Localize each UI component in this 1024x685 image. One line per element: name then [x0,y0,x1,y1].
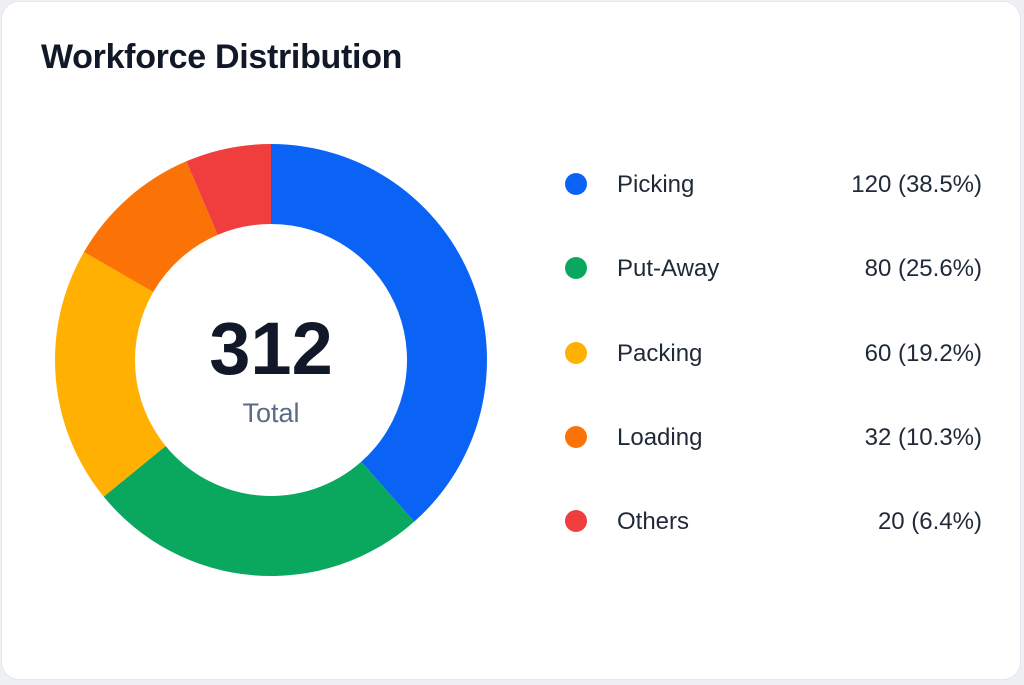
legend-value: 80 (25.6%) [864,255,982,282]
legend-value: 60 (19.2%) [864,340,982,367]
donut-slice-packing[interactable] [55,252,166,497]
donut-slices [55,144,488,577]
legend-swatch [565,426,587,448]
donut-slice-put-away[interactable] [103,446,415,577]
legend-item-others[interactable]: Others 20 (6.4%) [562,501,982,541]
legend-label: Loading [617,424,703,451]
legend-label: Packing [617,340,703,367]
donut-slice-loading[interactable] [83,161,218,292]
legend-swatch [565,257,587,279]
legend: Picking 120 (38.5%) Put-Away 80 (25.6%) … [562,2,992,685]
donut-slice-picking[interactable] [271,144,488,522]
legend-item-picking[interactable]: Picking 120 (38.5%) [562,164,982,204]
legend-value: 120 (38.5%) [851,171,982,198]
donut-slice-others[interactable] [186,144,271,235]
legend-item-put-away[interactable]: Put-Away 80 (25.6%) [562,248,982,288]
center-total-value: 312 [209,307,332,390]
legend-swatch [565,173,587,195]
legend-item-loading[interactable]: Loading 32 (10.3%) [562,417,982,457]
donut-chart: 312 Total [55,144,488,577]
center-total-label: Total [242,398,299,428]
chart-title: Workforce Distribution [41,38,403,76]
legend-label: Put-Away [617,255,720,282]
legend-value: 20 (6.4%) [877,508,982,535]
legend-value: 32 (10.3%) [864,424,982,451]
legend-label: Others [617,508,690,535]
legend-label: Picking [617,171,695,198]
legend-swatch [565,342,587,364]
legend-item-packing[interactable]: Packing 60 (19.2%) [562,333,982,373]
legend-swatch [565,510,587,532]
